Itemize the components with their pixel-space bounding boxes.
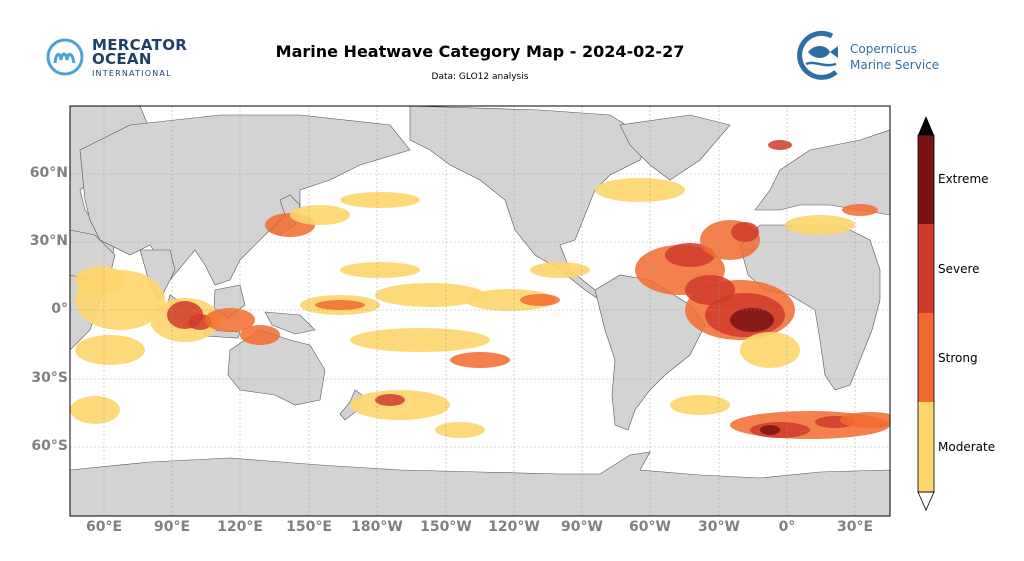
heatwave-patch	[685, 275, 735, 305]
eurasia-landmass	[79, 114, 411, 286]
lat-label-equator: 0°	[51, 301, 68, 317]
lon-label-30w: 30°W	[698, 519, 740, 535]
colorbar-severe	[918, 224, 934, 313]
heatwave-patch	[350, 390, 450, 420]
lon-label-120e: 120°E	[217, 519, 263, 535]
lon-label-150e: 150°E	[286, 519, 332, 535]
colorbar-bottom-arrow	[917, 491, 935, 511]
heatwave-patch	[740, 332, 800, 368]
lon-label-60e: 60°E	[85, 519, 123, 535]
heatwave-patch	[315, 300, 365, 310]
logo-text-mercator: MERCATOR	[92, 36, 188, 54]
legend-label-strong: Strong	[938, 351, 978, 365]
heatwave-patch	[595, 178, 685, 202]
heatwave-patch	[520, 294, 560, 306]
colorbar-frame	[917, 134, 935, 493]
lon-label-90e: 90°E	[153, 519, 191, 535]
mercator-ocean-logo: MERCATOR OCEAN INTERNATIONAL	[46, 36, 196, 82]
map-subtitle: Data: GLO12 analysis	[431, 72, 529, 82]
lat-label-30n: 30°N	[29, 233, 68, 249]
logo-text-international: INTERNATIONAL	[92, 69, 172, 78]
heatwave-patch	[375, 283, 485, 307]
logo-text-ocean: OCEAN	[92, 50, 152, 68]
greenland-landmass	[619, 114, 731, 181]
heatwave-patch	[670, 395, 730, 415]
heatwave-patch	[240, 325, 280, 345]
colorbar-strong	[918, 313, 934, 402]
heatwave-patch	[350, 328, 490, 352]
lon-label-60w: 60°W	[629, 519, 671, 535]
lon-label-90w: 90°W	[561, 519, 603, 535]
colorbar-extreme	[918, 135, 934, 224]
heatwave-patch	[340, 262, 420, 278]
lon-label-120w: 120°W	[488, 519, 540, 535]
legend-label-severe: Severe	[938, 262, 980, 276]
heatwave-patch	[340, 192, 420, 208]
heatwave-patch	[435, 422, 485, 438]
heatwave-patch	[840, 412, 890, 428]
legend-label-moderate: Moderate	[938, 440, 996, 454]
legend-label-extreme: Extreme	[938, 172, 989, 186]
lon-label-30e: 30°E	[836, 519, 874, 535]
heatwave-patch	[75, 335, 145, 365]
colorbar-top-arrow	[918, 116, 934, 135]
logo-text-marine-service: Marine Service	[850, 58, 940, 72]
heatwave-patch	[205, 308, 255, 332]
heatwave-patch	[450, 352, 510, 368]
map-title: Marine Heatwave Category Map - 2024-02-2…	[275, 42, 685, 61]
heatwave-patch	[70, 396, 120, 424]
lat-label-60s: 60°S	[31, 438, 68, 454]
lon-label-0: 0°	[778, 519, 796, 535]
heatwave-patch	[75, 266, 125, 294]
heatwave-patch	[731, 222, 759, 242]
australia-landmass	[227, 329, 326, 406]
colorbar	[917, 116, 935, 511]
logo-text-copernicus: Copernicus	[850, 42, 917, 56]
lon-label-150w: 150°W	[420, 519, 472, 535]
antarctica-landmass	[70, 451, 890, 516]
heatwave-patch	[665, 243, 715, 267]
new-guinea-island	[264, 311, 316, 335]
heatwave-patch	[290, 205, 350, 225]
heatwave-patch	[768, 140, 792, 150]
lat-label-30s: 30°S	[31, 370, 68, 386]
map-frame	[69, 105, 891, 517]
europe-landmass	[754, 129, 890, 216]
lon-label-180w: 180°W	[351, 519, 403, 535]
heatwave-patch	[760, 425, 780, 435]
heatwave-patch	[530, 262, 590, 278]
heatwave-patch	[375, 394, 405, 406]
heatwave-patch	[730, 308, 774, 332]
heatwave-patch	[785, 215, 855, 235]
mercator-logo-icon	[46, 38, 84, 76]
heatwave-patch	[842, 204, 878, 216]
heatwave-category-layer	[70, 140, 890, 439]
copernicus-logo: Copernicus Marine Service	[792, 28, 942, 84]
land-layer	[70, 106, 890, 516]
graticule	[70, 106, 890, 516]
lat-label-60n: 60°N	[29, 165, 68, 181]
colorbar-moderate	[918, 402, 934, 492]
fish-logo-icon	[797, 30, 838, 80]
